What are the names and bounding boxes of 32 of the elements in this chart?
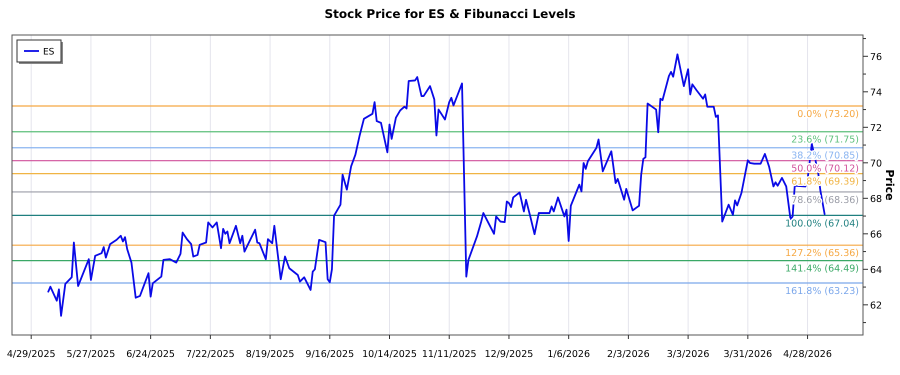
y-axis-title: Price <box>883 169 896 201</box>
y-tick-label: 74 <box>870 87 882 98</box>
x-tick-label: 8/19/2025 <box>246 349 294 360</box>
legend-label: ES <box>43 48 55 58</box>
x-tick-label: 7/22/2025 <box>186 349 235 360</box>
ref-line-label: 0.0% (73.20) <box>797 109 859 120</box>
y-tick-label: 76 <box>870 52 882 63</box>
y-tick-label: 68 <box>870 194 882 205</box>
x-tick-label: 6/24/2025 <box>126 349 175 360</box>
x-tick-label: 3/3/2026 <box>666 349 710 360</box>
y-tick-label: 62 <box>870 300 882 312</box>
y-tick-label: 64 <box>870 264 882 276</box>
x-tick-label: 2/3/2026 <box>607 349 650 360</box>
ref-line-label: 127.2% (65.36) <box>785 248 859 260</box>
x-tick-label: 1/6/2026 <box>547 349 590 360</box>
ref-line-label: 23.6% (71.75) <box>791 134 859 146</box>
y-tick-label: 72 <box>870 122 882 134</box>
x-tick-label: 5/27/2025 <box>66 349 116 360</box>
x-tick-label: 9/16/2025 <box>305 349 354 360</box>
ref-line-label: 141.4% (64.49) <box>785 264 859 275</box>
line-series <box>47 53 826 317</box>
y-tick-label: 66 <box>870 229 882 240</box>
x-tick-label: 4/29/2025 <box>6 349 56 360</box>
y-tick-label: 70 <box>870 158 882 170</box>
x-tick-label: 12/9/2025 <box>484 349 534 360</box>
ref-line-label: 161.8% (63.23) <box>785 286 859 297</box>
chart-title: Stock Price for ES & Fibunacci Levels <box>324 7 576 21</box>
x-tick-label: 11/11/2025 <box>422 349 477 360</box>
ref-line-label: 100.0% (67.04) <box>785 218 859 230</box>
x-tick-label: 3/31/2026 <box>723 349 772 360</box>
x-tick-label: 10/14/2025 <box>362 349 417 360</box>
x-tick-label: 4/28/2026 <box>783 349 832 360</box>
